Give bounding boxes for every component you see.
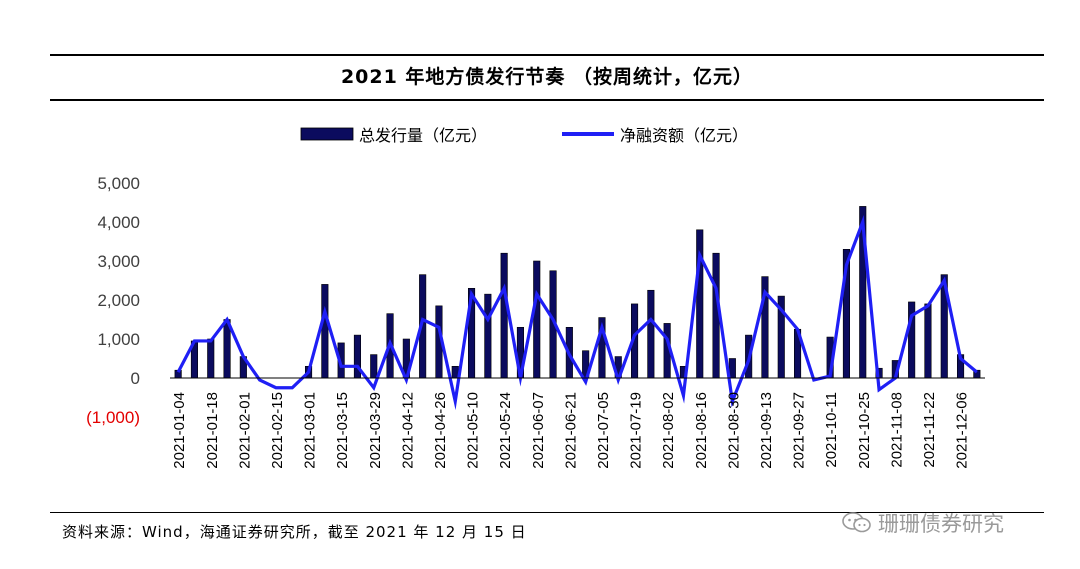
bar-2021-06-07 xyxy=(533,260,541,379)
legend-bar-swatch xyxy=(300,127,354,141)
x-tick-label: 2021-09-27 xyxy=(791,392,808,469)
x-tick-label: 2021-07-05 xyxy=(595,392,612,469)
chart-title: 2021 年地方债发行节奏 （按周统计，亿元） xyxy=(340,66,754,88)
x-tick-label: 2021-11-08 xyxy=(888,392,905,468)
bar-2021-01-18 xyxy=(207,338,215,379)
bar-series xyxy=(174,206,981,379)
legend-line-label: 净融资额（亿元） xyxy=(620,126,748,145)
x-tick-label: 2021-08-30 xyxy=(725,392,742,469)
x-tick-label: 2021-03-29 xyxy=(367,392,384,469)
title-rule xyxy=(50,99,1044,101)
x-tick-label: 2021-08-02 xyxy=(660,392,677,469)
x-axis: 2021-01-04 2021-01-18 2021-02-01 2021-02-15… xyxy=(170,377,985,469)
bar-2021-07-26 xyxy=(647,289,655,379)
x-tick-label: 2021-06-07 xyxy=(530,392,547,469)
x-tick-label: 2021-02-01 xyxy=(236,392,253,469)
watermark-text: 珊珊债券研究 xyxy=(878,512,1004,536)
bar-2021-11-22 xyxy=(924,303,932,379)
x-tick-label: 2021-02-15 xyxy=(269,392,286,469)
y-tick-label: 4,000 xyxy=(97,213,140,232)
top-rule xyxy=(50,54,1044,56)
x-tick-label: 2021-01-04 xyxy=(171,392,188,469)
line-series-layer xyxy=(176,215,978,411)
bar-2021-05-17 xyxy=(484,293,492,379)
bar-2021-03-29 xyxy=(370,354,378,379)
x-tick-label: 2021-10-11 xyxy=(823,392,840,468)
y-tick-label: 3,000 xyxy=(97,252,140,271)
x-tick-label: 2021-03-15 xyxy=(334,392,351,469)
legend-bar-label: 总发行量（亿元） xyxy=(359,126,487,145)
y-tick-label: 5,000 xyxy=(97,174,140,193)
x-tick-label: 2021-08-16 xyxy=(693,392,710,469)
bar-2021-03-08 xyxy=(321,284,329,379)
x-tick-label: 2021-09-13 xyxy=(758,392,775,469)
bar-2021-05-24 xyxy=(500,252,508,379)
y-tick-label: 1,000 xyxy=(97,330,140,349)
net-financing-line xyxy=(176,215,978,411)
x-tick-label: 2021-11-22 xyxy=(921,392,938,468)
x-tick-label: 2021-12-06 xyxy=(954,392,971,469)
x-tick-label: 2021-10-25 xyxy=(856,392,873,469)
bottom-rule xyxy=(50,512,1044,513)
source-note: 资料来源：Wind，海通证券研究所，截至 2021 年 12 月 15 日 xyxy=(62,523,527,541)
y-tick-label: (1,000) xyxy=(86,408,140,427)
x-tick-label: 2021-05-10 xyxy=(465,392,482,469)
y-tick-label: 0 xyxy=(131,369,140,388)
watermark: 珊珊债券研究 xyxy=(842,508,1004,538)
bar-2021-08-23 xyxy=(712,252,720,379)
y-tick-label: 2,000 xyxy=(97,291,140,310)
x-tick-label: 2021-04-12 xyxy=(399,392,416,469)
x-tick-label: 2021-04-26 xyxy=(432,392,449,469)
x-tick-label: 2021-03-01 xyxy=(302,392,319,469)
x-tick-label: 2021-05-24 xyxy=(497,392,514,469)
y-axis: (1,000) 0 1,000 2,000 3,000 4,000 5,000 xyxy=(86,174,140,427)
x-tick-label: 2021-07-19 xyxy=(628,392,645,469)
x-tick-label: 2021-01-18 xyxy=(204,392,221,469)
x-tick-label: 2021-06-21 xyxy=(562,392,579,469)
chat-bubbles-icon xyxy=(842,512,871,533)
legend: 总发行量（亿元） 净融资额（亿元） xyxy=(300,126,748,145)
